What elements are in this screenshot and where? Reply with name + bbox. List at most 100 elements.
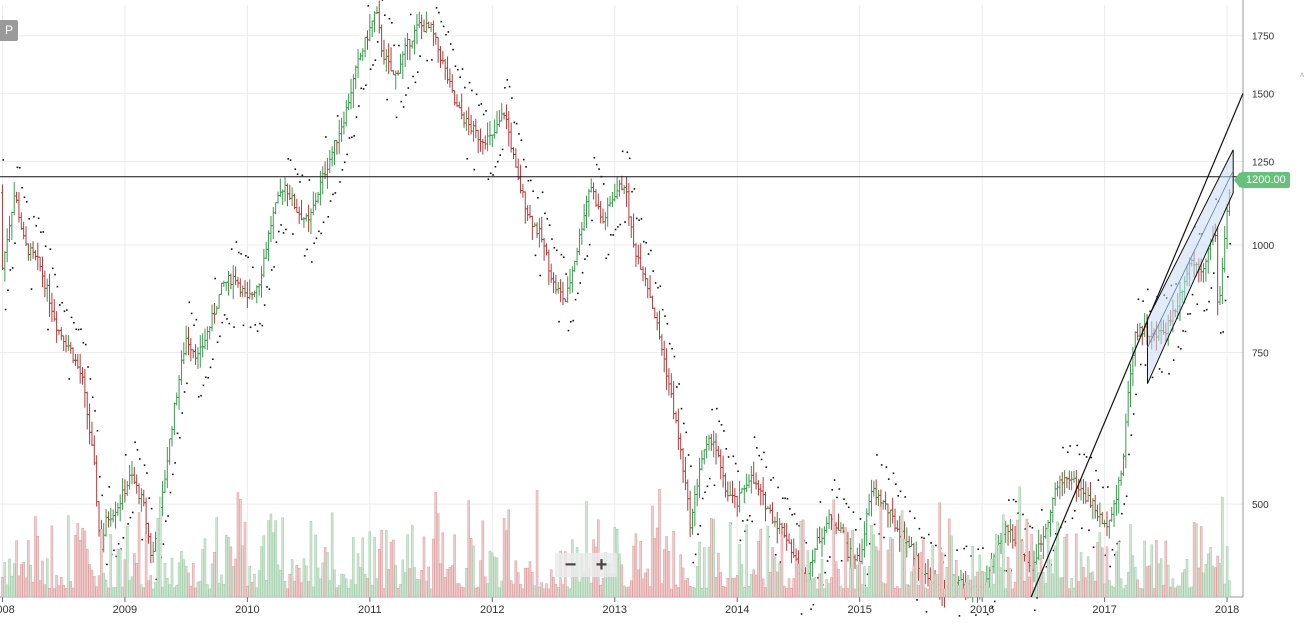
sar-dot bbox=[744, 530, 746, 533]
volume-bar bbox=[163, 563, 167, 598]
sar-dot bbox=[339, 181, 341, 183]
sar-dot bbox=[341, 169, 344, 171]
volume-bar bbox=[881, 582, 885, 598]
volume-bar bbox=[978, 554, 982, 598]
volume-bar bbox=[1164, 540, 1168, 598]
volume-bar bbox=[140, 584, 143, 598]
volume-bar bbox=[74, 534, 77, 598]
sar-dot bbox=[464, 86, 466, 89]
sar-dot bbox=[843, 498, 845, 500]
sar-dot bbox=[16, 166, 19, 169]
volume-bar bbox=[441, 532, 445, 598]
volume-bar bbox=[919, 552, 923, 598]
volume-bar bbox=[957, 585, 960, 598]
volume-bar bbox=[853, 588, 857, 598]
volume-bar bbox=[776, 571, 779, 598]
volume-bar bbox=[432, 538, 435, 598]
volume-bar bbox=[269, 513, 273, 598]
volume-bar bbox=[264, 579, 268, 598]
sar-dot bbox=[214, 277, 217, 280]
price-channel bbox=[1146, 149, 1234, 384]
volume-bar bbox=[220, 574, 223, 598]
volume-bar bbox=[622, 585, 626, 598]
sar-dot bbox=[449, 43, 452, 45]
zoom-in-button[interactable]: + bbox=[595, 554, 608, 576]
sar-dot bbox=[84, 343, 87, 346]
volume-bar bbox=[448, 567, 452, 598]
volume-bar bbox=[757, 541, 760, 598]
volume-bar bbox=[1011, 588, 1015, 598]
sar-dot bbox=[1069, 445, 1071, 447]
volume-bar bbox=[41, 560, 44, 598]
volume-bar bbox=[568, 588, 572, 598]
volume-bar bbox=[488, 550, 492, 598]
volume-bar bbox=[589, 582, 593, 598]
sar-dot bbox=[812, 603, 815, 606]
sar-dot bbox=[963, 547, 965, 550]
sar-dot bbox=[723, 430, 725, 432]
volume-bar bbox=[206, 584, 209, 598]
sar-dot bbox=[221, 321, 224, 324]
sar-dot bbox=[1090, 456, 1093, 459]
volume-bar bbox=[634, 533, 638, 598]
sar-dot bbox=[101, 494, 103, 497]
volume-bar bbox=[60, 576, 63, 598]
sar-dot bbox=[459, 76, 461, 78]
volume-bar bbox=[1013, 581, 1017, 598]
sar-dot bbox=[1144, 364, 1147, 366]
volume-bar bbox=[566, 586, 569, 598]
symbol-button[interactable]: P bbox=[0, 20, 18, 41]
volume-bar bbox=[90, 569, 94, 598]
sar-dot bbox=[685, 431, 688, 434]
sar-dot bbox=[577, 292, 579, 295]
volume-bar bbox=[806, 550, 810, 598]
volume-bar bbox=[234, 558, 237, 598]
volume-bar bbox=[766, 525, 770, 598]
sar-dot bbox=[687, 454, 690, 456]
volume-bar bbox=[201, 549, 204, 598]
sar-dot bbox=[673, 355, 676, 358]
volume-bar bbox=[987, 587, 991, 598]
zoom-out-button[interactable]: − bbox=[564, 554, 577, 576]
sar-dot bbox=[277, 230, 280, 233]
sar-dot bbox=[791, 513, 793, 516]
sar-dot bbox=[1179, 348, 1182, 350]
sar-dot bbox=[412, 75, 414, 78]
sar-dot bbox=[473, 168, 476, 171]
volume-bar bbox=[1049, 559, 1052, 598]
volume-bar bbox=[48, 588, 51, 598]
watermark-label: ʌ bbox=[1300, 70, 1304, 79]
volume-bar bbox=[354, 584, 357, 598]
volume-bar bbox=[410, 524, 414, 598]
volume-bar bbox=[677, 587, 680, 598]
sar-dot bbox=[275, 241, 278, 243]
volume-bar bbox=[88, 564, 91, 598]
sar-dot bbox=[836, 496, 838, 499]
x-tick-label: 2012 bbox=[480, 604, 504, 616]
volume-bar bbox=[999, 567, 1003, 598]
volume-bar bbox=[100, 528, 103, 598]
volume-bar bbox=[1037, 572, 1040, 598]
volume-bar bbox=[380, 529, 383, 598]
volume-bar bbox=[210, 563, 214, 598]
sar-dot bbox=[1177, 346, 1180, 348]
sar-dot bbox=[727, 456, 730, 458]
sar-dot bbox=[254, 324, 257, 326]
sar-dot bbox=[482, 113, 485, 116]
sar-dot bbox=[829, 556, 831, 558]
volume-bar bbox=[1228, 580, 1231, 598]
volume-bar bbox=[29, 564, 32, 598]
sar-dot bbox=[106, 563, 108, 566]
sar-dot bbox=[155, 578, 158, 581]
volume-bar bbox=[436, 513, 440, 598]
sar-dot bbox=[774, 553, 777, 556]
volume-bar bbox=[1105, 546, 1109, 598]
volume-bar bbox=[231, 566, 235, 598]
sar-dot bbox=[927, 533, 930, 536]
volume-bar bbox=[637, 569, 640, 598]
sar-dot bbox=[1121, 512, 1123, 515]
volume-bar bbox=[900, 510, 904, 598]
sar-dot bbox=[360, 87, 363, 90]
